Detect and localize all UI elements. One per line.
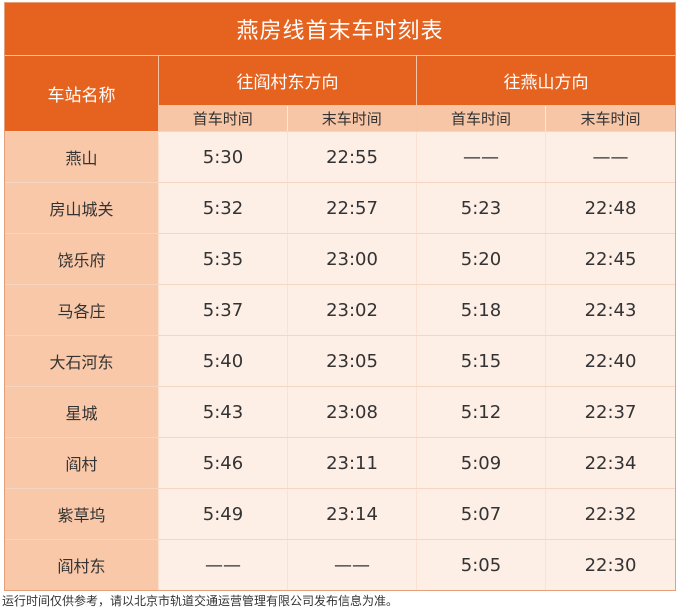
table-row: 燕山 5:30 22:55 —— ——: [5, 131, 675, 182]
first-train-time: 5:35: [159, 234, 288, 284]
header-row: 车站名称 往阎村东方向 首车时间 末车时间 往燕山方向 首车时间 末车时间: [5, 56, 675, 131]
station-name: 阎村: [5, 438, 159, 488]
footer-note: 运行时间仅供参考，请以北京市轨道交通运营管理有限公司发布信息为准。: [2, 594, 399, 608]
first-train-time: 5:15: [417, 336, 546, 386]
table-row: 阎村东 —— —— 5:05 22:30: [5, 539, 675, 590]
last-train-time: 22:30: [546, 540, 675, 590]
table-row: 马各庄 5:37 23:02 5:18 22:43: [5, 284, 675, 335]
first-train-time: 5:30: [159, 132, 288, 182]
first-train-time: 5:07: [417, 489, 546, 539]
direction-header-yanshan: 往燕山方向: [417, 56, 675, 106]
first-train-time: ——: [417, 132, 546, 182]
station-column-header: 车站名称: [5, 56, 159, 131]
table-row: 房山城关 5:32 22:57 5:23 22:48: [5, 182, 675, 233]
first-train-header: 首车时间: [417, 106, 546, 131]
last-train-time: 22:40: [546, 336, 675, 386]
last-train-time: 23:00: [288, 234, 417, 284]
last-train-time: ——: [546, 132, 675, 182]
first-train-time: 5:09: [417, 438, 546, 488]
first-train-time: 5:12: [417, 387, 546, 437]
timetable: 燕房线首末车时刻表 车站名称 往阎村东方向 首车时间 末车时间 往燕山方向 首车…: [4, 2, 676, 591]
last-train-time: 22:45: [546, 234, 675, 284]
first-train-time: 5:46: [159, 438, 288, 488]
table-title: 燕房线首末车时刻表: [5, 3, 675, 56]
first-train-header: 首车时间: [159, 106, 288, 131]
first-train-time: 5:18: [417, 285, 546, 335]
table-row: 阎村 5:46 23:11 5:09 22:34: [5, 437, 675, 488]
first-train-time: 5:49: [159, 489, 288, 539]
station-name: 星城: [5, 387, 159, 437]
last-train-time: 22:55: [288, 132, 417, 182]
last-train-time: 22:34: [546, 438, 675, 488]
station-name: 房山城关: [5, 183, 159, 233]
first-train-time: 5:32: [159, 183, 288, 233]
table-body: 燕山 5:30 22:55 —— —— 房山城关 5:32 22:57 5:23 22:48 饶乐府…: [5, 131, 675, 590]
last-train-time: 22:37: [546, 387, 675, 437]
first-train-time: 5:23: [417, 183, 546, 233]
last-train-time: 22:57: [288, 183, 417, 233]
station-name: 燕山: [5, 132, 159, 182]
last-train-time: 23:02: [288, 285, 417, 335]
table-row: 紫草坞 5:49 23:14 5:07 22:32: [5, 488, 675, 539]
last-train-time: 23:05: [288, 336, 417, 386]
station-name: 紫草坞: [5, 489, 159, 539]
last-train-time: 23:11: [288, 438, 417, 488]
first-train-time: 5:20: [417, 234, 546, 284]
first-train-time: 5:37: [159, 285, 288, 335]
station-name: 马各庄: [5, 285, 159, 335]
station-name: 阎村东: [5, 540, 159, 590]
last-train-time: 23:08: [288, 387, 417, 437]
last-train-header: 末车时间: [546, 106, 675, 131]
station-name: 饶乐府: [5, 234, 159, 284]
first-train-time: 5:43: [159, 387, 288, 437]
last-train-time: ——: [288, 540, 417, 590]
first-train-time: 5:05: [417, 540, 546, 590]
first-train-time: 5:40: [159, 336, 288, 386]
station-name: 大石河东: [5, 336, 159, 386]
last-train-header: 末车时间: [287, 106, 416, 131]
last-train-time: 22:43: [546, 285, 675, 335]
first-train-time: ——: [159, 540, 288, 590]
last-train-time: 23:14: [288, 489, 417, 539]
direction-group-yancundong: 往阎村东方向 首车时间 末车时间: [159, 56, 417, 131]
direction-header-yancundong: 往阎村东方向: [159, 56, 416, 106]
direction-group-yanshan: 往燕山方向 首车时间 末车时间: [417, 56, 675, 131]
last-train-time: 22:32: [546, 489, 675, 539]
table-row: 饶乐府 5:35 23:00 5:20 22:45: [5, 233, 675, 284]
last-train-time: 22:48: [546, 183, 675, 233]
table-row: 大石河东 5:40 23:05 5:15 22:40: [5, 335, 675, 386]
table-row: 星城 5:43 23:08 5:12 22:37: [5, 386, 675, 437]
